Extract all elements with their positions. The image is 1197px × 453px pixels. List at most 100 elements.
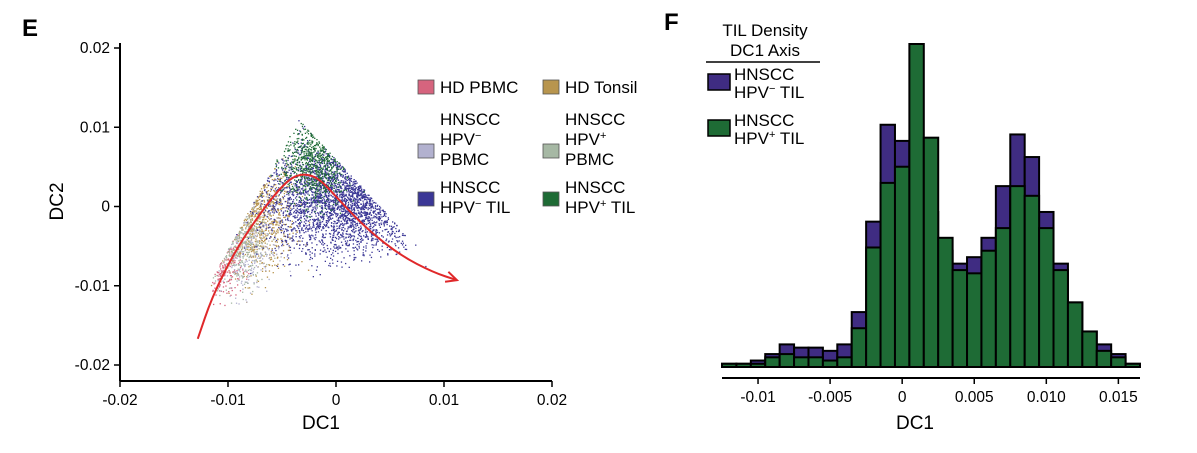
scatter-point <box>365 234 368 236</box>
scatter-point <box>316 165 318 167</box>
scatter-point <box>314 147 316 149</box>
scatter-point <box>310 236 312 239</box>
scatter-point <box>334 190 337 192</box>
scatter-point <box>233 271 235 274</box>
scatter-point <box>372 211 374 213</box>
scatter-point <box>313 202 315 204</box>
scatter-point <box>366 217 368 219</box>
scatter-point <box>307 152 309 154</box>
scatter-point <box>254 234 256 237</box>
scatter-point <box>305 155 307 157</box>
scatter-point <box>255 238 257 240</box>
scatter-point <box>255 241 258 243</box>
scatter-point <box>348 187 350 190</box>
scatter-point <box>342 219 344 221</box>
scatter-point <box>377 212 380 215</box>
scatter-point <box>303 155 305 157</box>
scatter-point <box>299 200 301 202</box>
scatter-point <box>328 160 330 162</box>
scatter-point <box>319 158 321 160</box>
scatter-point <box>301 139 304 141</box>
scatter-point <box>300 181 302 183</box>
scatter-point <box>320 182 322 184</box>
scatter-point <box>278 212 280 215</box>
scatter-point <box>266 193 268 195</box>
scatter-point <box>322 156 325 159</box>
scatter-point <box>328 199 330 202</box>
scatter-point <box>273 189 275 192</box>
scatter-point <box>369 200 371 203</box>
scatter-point <box>298 161 300 163</box>
scatter-point <box>347 184 349 186</box>
scatter-point <box>353 211 355 213</box>
scatter-point <box>262 268 264 270</box>
scatter-point <box>327 203 330 205</box>
scatter-point <box>338 219 340 222</box>
scatter-point <box>304 188 306 191</box>
scatter-point <box>311 204 313 206</box>
scatter-point <box>339 193 341 196</box>
scatter-point <box>303 214 306 216</box>
scatter-point <box>269 232 271 234</box>
scatter-point <box>367 198 369 200</box>
scatter-point <box>257 253 259 255</box>
scatter-point <box>281 245 283 247</box>
scatter-point <box>234 278 237 280</box>
scatter-point <box>245 219 247 222</box>
scatter-point <box>296 149 298 151</box>
scatter-point <box>336 208 338 210</box>
scatter-point <box>391 241 393 243</box>
scatter-point <box>358 247 360 249</box>
scatter-point <box>324 193 326 195</box>
scatter-point <box>281 207 283 210</box>
scatter-point <box>375 233 377 235</box>
scatter-point <box>270 188 272 190</box>
scatter-point <box>333 207 335 210</box>
scatter-point <box>243 263 245 265</box>
scatter-point <box>300 159 302 161</box>
scatter-point <box>347 176 350 178</box>
scatter-point <box>270 251 272 253</box>
scatter-point <box>233 249 235 251</box>
scatter-point <box>347 228 349 230</box>
scatter-point <box>322 168 324 170</box>
scatter-point <box>325 199 328 201</box>
scatter-point <box>290 168 293 170</box>
scatter-point <box>272 201 274 203</box>
scatter-point <box>247 282 249 284</box>
scatter-point <box>230 248 232 250</box>
scatter-point <box>333 177 335 179</box>
scatter-point <box>348 266 350 268</box>
scatter-point <box>311 252 313 254</box>
scatter-point <box>326 195 328 197</box>
scatter-point <box>306 136 308 139</box>
scatter-point <box>280 201 282 203</box>
scatter-point <box>293 167 295 170</box>
scatter-point <box>335 189 337 191</box>
histogram-bar <box>1052 269 1069 369</box>
scatter-point <box>317 225 319 228</box>
scatter-point <box>327 166 329 168</box>
scatter-point <box>297 169 299 171</box>
scatter-point <box>327 197 329 199</box>
scatter-point <box>301 211 303 213</box>
histogram-x-tick-label: -0.005 <box>808 389 852 406</box>
scatter-point <box>291 183 293 185</box>
scatter-point <box>323 213 326 216</box>
scatter-point <box>267 233 269 235</box>
scatter-point <box>262 216 265 219</box>
scatter-point <box>248 222 250 224</box>
scatter-point <box>253 249 255 252</box>
scatter-point <box>296 199 298 201</box>
scatter-point <box>309 152 311 154</box>
scatter-point <box>231 250 233 252</box>
scatter-point <box>313 199 315 202</box>
scatter-point <box>288 155 290 157</box>
scatter-point <box>287 257 290 259</box>
scatter-point <box>292 187 295 189</box>
scatter-point <box>289 210 291 212</box>
scatter-point <box>332 196 334 198</box>
scatter-point <box>343 199 345 201</box>
scatter-point <box>282 207 284 209</box>
scatter-point <box>229 271 231 273</box>
